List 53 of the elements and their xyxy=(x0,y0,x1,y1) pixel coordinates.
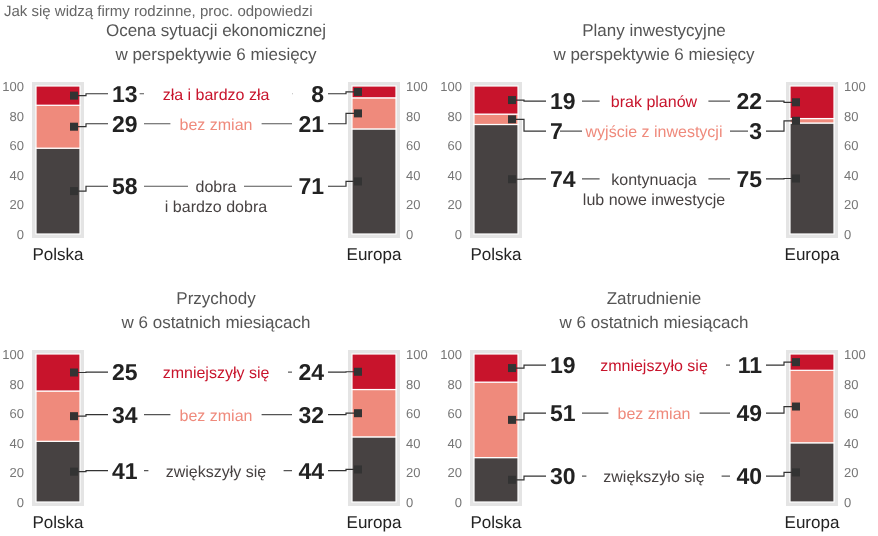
data-label: 29 xyxy=(112,113,138,138)
data-label: 74 xyxy=(550,168,577,193)
data-label: 49 xyxy=(736,403,762,428)
data-label: 71 xyxy=(298,176,326,201)
data-label: 25 xyxy=(112,362,139,387)
data-label: 3 xyxy=(749,121,762,146)
data-label: 19 xyxy=(550,355,576,380)
data-label: 22 xyxy=(736,91,762,116)
chart-subtitle: w perspektywie 6 miesięcy xyxy=(113,44,319,64)
text: zmniejszyło się xyxy=(600,357,709,376)
data-label: 13 xyxy=(112,83,138,108)
bar xyxy=(789,85,835,120)
data-label: 21 xyxy=(298,113,326,138)
data-label: 40 xyxy=(736,466,762,491)
data-label: 44 xyxy=(298,460,326,485)
text: dobra i bardzo dobra xyxy=(164,178,269,217)
x-tick-label: Polska xyxy=(470,512,523,532)
x-tick-label: Polska xyxy=(32,244,85,264)
data-label: 30 xyxy=(550,466,576,491)
text: bez zmian xyxy=(179,406,253,425)
data-label: 51 xyxy=(550,403,577,428)
data-label: 58 xyxy=(112,176,139,201)
x-tick-label: Europa xyxy=(346,244,402,264)
text: zła i bardzo zła xyxy=(162,85,271,104)
data-label: 19 xyxy=(550,91,576,116)
data-label: 32 xyxy=(298,404,324,429)
text: zwiększyło się xyxy=(603,468,706,487)
x-tick-label: Europa xyxy=(784,244,840,264)
data-label: 24 xyxy=(298,362,326,387)
x-tick-label: Europa xyxy=(346,512,402,532)
chart-title: Ocena sytuacji ekonomicznej xyxy=(105,20,327,40)
data-label: 34 xyxy=(112,404,139,429)
text: bez zmian xyxy=(179,115,253,134)
text: kontynuacja lub nowe inwestycje xyxy=(582,170,727,209)
text: bez zmian xyxy=(617,405,691,424)
chart-title: Zatrudnienie xyxy=(606,288,702,308)
chart-subtitle: w 6 ostatnich miesiącach xyxy=(119,312,312,332)
data-label: 75 xyxy=(736,168,764,193)
data-label: 8 xyxy=(311,83,326,108)
x-tick-label: Europa xyxy=(784,512,840,532)
data-label: 7 xyxy=(550,121,563,146)
x-tick-label: Polska xyxy=(32,512,85,532)
chart-title: Przychody xyxy=(176,288,258,308)
text: zwiększyły się xyxy=(165,462,268,481)
chart-subtitle: w perspektywie 6 miesięcy xyxy=(551,44,757,64)
x-tick-label: Polska xyxy=(470,244,523,264)
chart-title: Plany inwestycyjne xyxy=(582,20,727,40)
chart-subtitle: w 6 ostatnich miesiącach xyxy=(557,312,750,332)
text: brak planów xyxy=(610,93,698,112)
data-label: 11 xyxy=(737,355,764,380)
text: wyjście z inwestycji xyxy=(583,123,723,142)
text: zmniejszyły się xyxy=(162,364,271,383)
data-label: 41 xyxy=(112,460,139,485)
